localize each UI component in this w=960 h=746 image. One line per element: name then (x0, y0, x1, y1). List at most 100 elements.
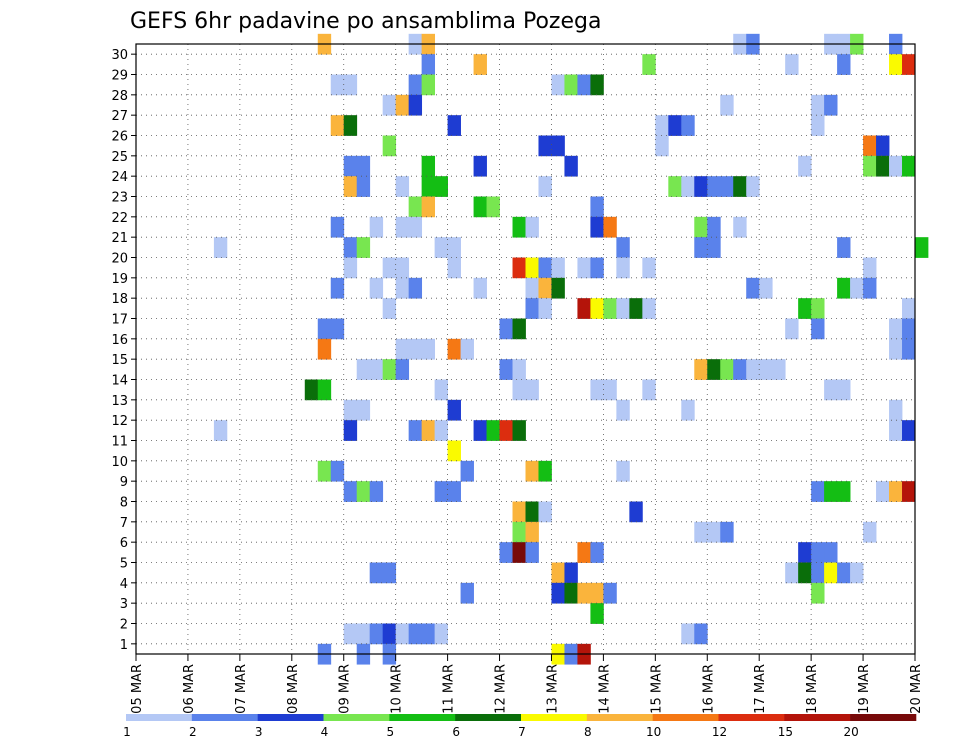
x-tick-label: 10 MAR (390, 664, 405, 714)
heatmap-cell (551, 562, 565, 584)
heatmap-cell (694, 359, 708, 380)
heatmap-cell (629, 501, 643, 523)
heatmap-cell (538, 257, 552, 279)
heatmap-cell (642, 54, 656, 75)
heatmap-cell (707, 359, 721, 380)
legend-swatch (191, 714, 258, 721)
heatmap-cell (538, 460, 552, 482)
heatmap-cell (655, 135, 669, 157)
heatmap-cell (889, 481, 903, 502)
x-tick-label: 12 MAR (494, 664, 509, 714)
heatmap-cell (512, 420, 526, 441)
heatmap-cell (590, 582, 604, 604)
y-tick-label: 8 (120, 496, 128, 511)
heatmap-cell (902, 155, 916, 177)
heatmap-cell (798, 155, 812, 177)
heatmap-cell (486, 196, 500, 218)
y-tick-label: 22 (111, 211, 128, 226)
heatmap-cell (863, 521, 877, 543)
y-tick-label: 7 (120, 516, 128, 531)
heatmap-cell (304, 379, 319, 401)
y-tick-label: 30 (111, 48, 128, 63)
heatmap-cell (577, 542, 591, 563)
heatmap-cell (824, 562, 838, 584)
plot-frame (135, 43, 916, 655)
heatmap-cell (915, 237, 929, 258)
y-tick-label: 29 (111, 69, 128, 84)
y-tick-label: 25 (111, 150, 128, 165)
y-tick-label: 21 (111, 231, 128, 246)
y-tick-label: 13 (111, 394, 128, 409)
heatmap-cell (668, 115, 682, 136)
heatmap-cell (720, 521, 734, 543)
x-tick-label: 18 MAR (805, 664, 820, 714)
heatmap-cell (395, 623, 410, 645)
heatmap-cell (421, 623, 436, 645)
heatmap-cell (876, 135, 890, 157)
heatmap-cell (330, 115, 345, 136)
x-tick-label: 05 MAR (130, 664, 145, 714)
heatmap-cell (824, 542, 838, 563)
heatmap-cell (590, 257, 604, 279)
legend-label: 4 (321, 725, 329, 739)
heatmap-cell (512, 542, 526, 563)
heatmap-cell (785, 562, 799, 584)
heatmap-cell (785, 318, 799, 340)
heatmap-cell (889, 420, 903, 441)
heatmap-cell (863, 155, 877, 177)
y-tick-label: 26 (111, 130, 128, 145)
x-tick-label: 06 MAR (182, 664, 197, 714)
heatmap-cell (330, 74, 345, 96)
heatmap-cell (421, 196, 436, 218)
heatmap-cell (564, 74, 578, 96)
heatmap-cell (213, 420, 228, 441)
heatmap-cell (525, 298, 539, 319)
heatmap-cell (447, 257, 461, 279)
heatmap-cell (772, 359, 786, 380)
heatmap-cell (707, 176, 721, 197)
y-tick-label: 23 (111, 191, 128, 206)
heatmap-cell (746, 277, 760, 299)
heatmap-cell (603, 216, 617, 238)
y-tick-label: 5 (120, 557, 128, 572)
heatmap-cell (694, 521, 708, 543)
y-tick-label: 20 (111, 252, 128, 267)
heatmap-cell (850, 277, 864, 299)
heatmap-cell (902, 338, 916, 360)
heatmap-cell (525, 521, 539, 543)
heatmap-cell (603, 298, 617, 319)
legend-label: 2 (189, 725, 197, 739)
y-tick-label: 12 (111, 414, 128, 429)
heatmap-cell (577, 257, 591, 279)
heatmap-cell (356, 481, 371, 502)
heatmap-cell (434, 481, 448, 502)
legend-label: 6 (452, 725, 460, 739)
heatmap-cell (369, 481, 384, 502)
heatmap-cell (447, 399, 461, 421)
heatmap-cell (356, 399, 371, 421)
y-tick-label: 17 (111, 313, 128, 328)
heatmap-cell (343, 257, 358, 279)
heatmap-cell (824, 379, 838, 401)
heatmap-cell (408, 94, 423, 116)
heatmap-cell (746, 176, 760, 197)
grid-layer (136, 44, 915, 654)
heatmap-cell (590, 603, 604, 624)
y-tick-label: 16 (111, 333, 128, 348)
heatmap-cell (616, 257, 630, 279)
color-legend: 1 2 3 4 5 6 7 8 10 12 15 20 (123, 714, 917, 739)
heatmap-cell (811, 481, 825, 502)
heatmap-cell (421, 155, 436, 177)
heatmap-cell (707, 237, 721, 258)
heatmap-cell (369, 216, 384, 238)
heatmap-cell (382, 298, 397, 319)
heatmap-cell (525, 501, 539, 523)
y-tick-label: 9 (120, 475, 128, 490)
chart-title: GEFS 6hr padavine po ansamblima Pozega (130, 9, 601, 34)
heatmap-cell (889, 399, 903, 421)
heatmap-cell (564, 562, 578, 584)
heatmap-cell (642, 298, 656, 319)
heatmap-cell (837, 562, 851, 584)
heatmap-cell (382, 257, 397, 279)
